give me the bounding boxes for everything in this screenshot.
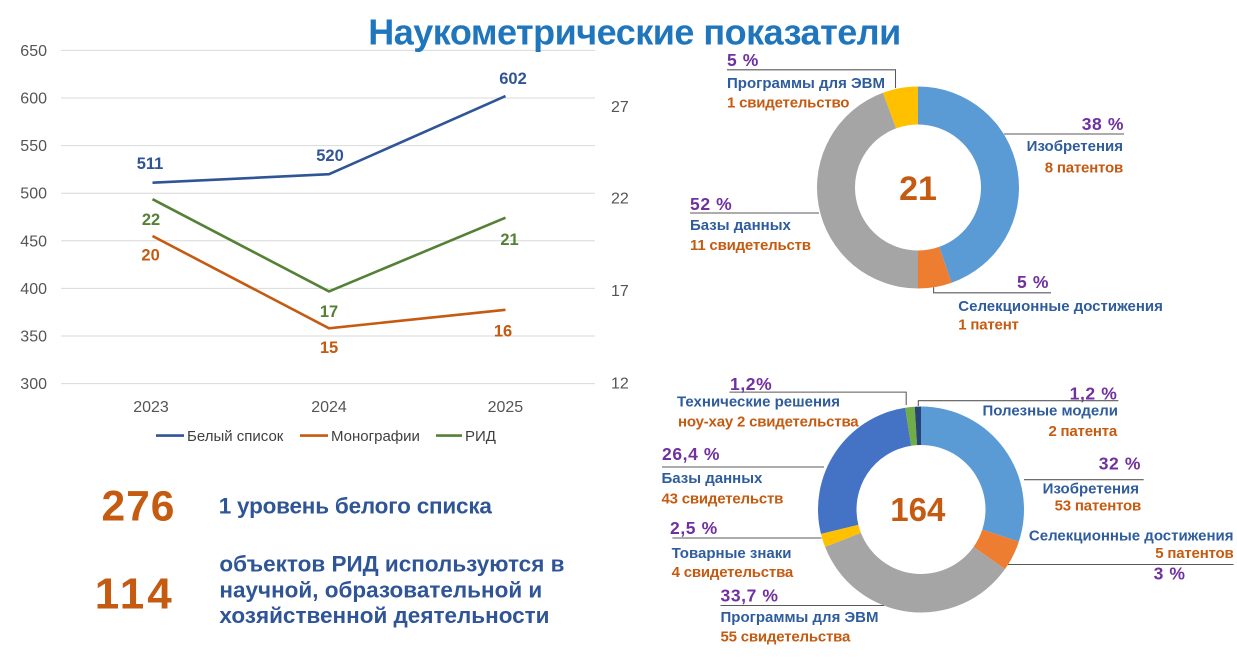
svg-text:2025: 2025 (488, 399, 524, 416)
svg-text:ноу-хау 2 свидетельства: ноу-хау 2 свидетельства (678, 414, 859, 431)
svg-text:17: 17 (320, 303, 338, 321)
svg-text:12: 12 (611, 376, 629, 393)
svg-text:15: 15 (320, 339, 338, 357)
svg-text:511: 511 (137, 155, 164, 173)
svg-text:22: 22 (611, 191, 629, 208)
svg-text:21: 21 (500, 231, 518, 249)
svg-text:16: 16 (494, 323, 512, 341)
svg-text:1 свидетельство: 1 свидетельство (727, 95, 849, 112)
svg-text:53 патентов: 53 патентов (1055, 498, 1141, 515)
svg-text:Программы для ЭВМ: Программы для ЭВМ (721, 609, 879, 626)
svg-text:26,4 %: 26,4 % (662, 444, 720, 464)
svg-text:55 свидетельства: 55 свидетельства (721, 629, 851, 646)
svg-text:27: 27 (611, 99, 629, 116)
svg-text:32 %: 32 % (1099, 454, 1141, 474)
svg-text:520: 520 (316, 147, 344, 165)
svg-text:3 %: 3 % (1154, 563, 1186, 583)
svg-text:650: 650 (20, 43, 47, 60)
svg-text:2023: 2023 (133, 399, 169, 416)
svg-text:Технические решения: Технические решения (677, 394, 840, 411)
svg-text:276: 276 (101, 483, 175, 530)
svg-text:5 %: 5 % (727, 50, 759, 70)
svg-text:Базы данных: Базы данных (662, 470, 764, 487)
svg-text:450: 450 (20, 233, 47, 250)
svg-text:22: 22 (142, 211, 160, 229)
svg-text:Белый список: Белый список (187, 428, 284, 445)
svg-text:5 патентов: 5 патентов (1155, 545, 1233, 562)
svg-text:1 уровень белого списка: 1 уровень белого списка (219, 494, 493, 519)
svg-text:38 %: 38 % (1082, 114, 1124, 134)
svg-text:43 свидетельств: 43 свидетельств (662, 491, 784, 508)
svg-text:4 свидетельства: 4 свидетельства (672, 564, 794, 581)
svg-text:602: 602 (499, 70, 527, 88)
svg-text:350: 350 (20, 329, 47, 346)
svg-text:400: 400 (20, 281, 47, 298)
svg-text:Товарные знаки: Товарные знаки (672, 545, 792, 562)
svg-text:Изобретения: Изобретения (1027, 138, 1123, 155)
svg-text:300: 300 (20, 376, 47, 393)
svg-text:164: 164 (890, 491, 946, 528)
svg-text:2024: 2024 (311, 399, 347, 416)
svg-text:научной, образовательной и: научной, образовательной и (219, 577, 542, 602)
svg-text:Полезные модели: Полезные модели (982, 403, 1118, 420)
svg-text:2,5 %: 2,5 % (670, 518, 718, 538)
svg-text:объектов РИД используются в: объектов РИД используются в (219, 552, 564, 577)
svg-text:Базы данных: Базы данных (690, 217, 792, 234)
svg-text:33,7 %: 33,7 % (721, 586, 779, 606)
svg-text:1 патент: 1 патент (958, 317, 1018, 334)
svg-text:Программы для ЭВМ: Программы для ЭВМ (727, 75, 885, 92)
svg-text:Изобретения: Изобретения (1043, 481, 1139, 498)
svg-text:21: 21 (899, 170, 937, 208)
svg-text:РИД: РИД (465, 428, 496, 445)
svg-text:114: 114 (95, 570, 175, 619)
svg-text:20: 20 (141, 247, 159, 265)
svg-text:52 %: 52 % (690, 194, 732, 214)
svg-text:2 патента: 2 патента (1048, 423, 1117, 440)
svg-text:11 свидетельств: 11 свидетельств (690, 237, 811, 254)
svg-text:Наукометрические показатели: Наукометрические показатели (368, 12, 900, 53)
svg-text:1,2%: 1,2% (730, 374, 772, 394)
svg-text:8 патентов: 8 патентов (1045, 160, 1123, 177)
svg-text:17: 17 (611, 283, 629, 300)
svg-text:5 %: 5 % (1017, 272, 1049, 292)
svg-text:1,2 %: 1,2 % (1070, 383, 1118, 403)
svg-text:Селекционные достижения: Селекционные достижения (958, 298, 1163, 315)
svg-text:550: 550 (20, 138, 47, 155)
svg-text:Селекционные достижения: Селекционные достижения (1029, 528, 1234, 545)
svg-text:600: 600 (20, 91, 47, 108)
svg-text:хозяйственной деятельности: хозяйственной деятельности (219, 603, 549, 628)
svg-text:500: 500 (20, 186, 47, 203)
svg-text:Монографии: Монографии (331, 428, 420, 445)
